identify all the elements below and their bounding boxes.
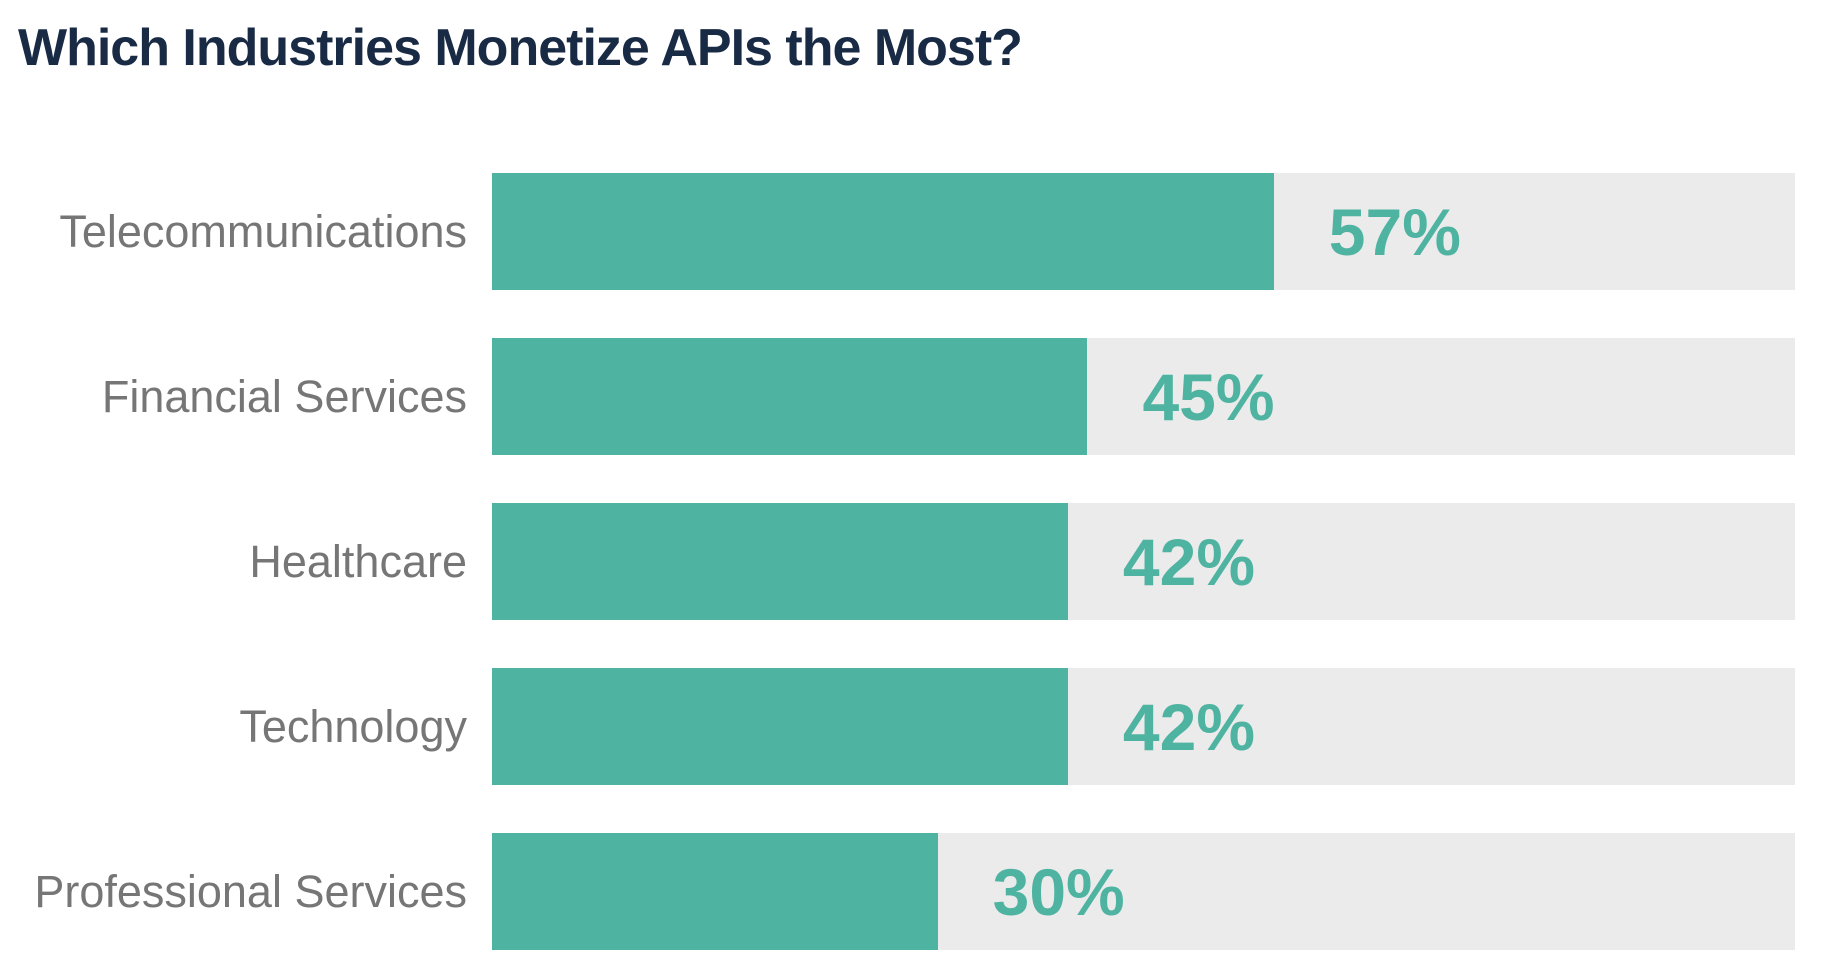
bar-fill [492,338,1088,455]
bar-value-label: 57% [1328,194,1461,269]
bar-track: 30% [492,833,1795,950]
chart-plot-area: Telecommunications 57% Financial Service… [0,173,1830,950]
bar-category-label: Healthcare [249,536,467,587]
bar-value-label: 45% [1142,359,1275,434]
bar-row: Technology 42% [0,668,1830,785]
bar-track: 42% [492,668,1795,785]
bar-value-label: 42% [1122,524,1256,599]
bar-row: Financial Services 45% [0,338,1830,455]
chart-title: Which Industries Monetize APIs the Most? [18,19,1023,77]
bar-track: 57% [492,173,1795,290]
bar-value-label: 30% [992,854,1125,929]
bar-fill [492,173,1274,290]
bar-category-label: Financial Services [101,371,467,422]
bar-category-label: Professional Services [34,866,467,917]
bar-track: 45% [492,338,1795,455]
bar-fill [492,668,1068,785]
bar-row: Professional Services 30% [0,833,1830,950]
bar-fill [492,503,1068,620]
bar-row: Telecommunications 57% [0,173,1830,290]
bar-category-label: Technology [239,701,467,752]
bar-category-label: Telecommunications [59,206,467,257]
bar-fill [492,833,938,950]
bar-track: 42% [492,503,1795,620]
bar-value-label: 42% [1122,689,1256,764]
bar-row: Healthcare 42% [0,503,1830,620]
